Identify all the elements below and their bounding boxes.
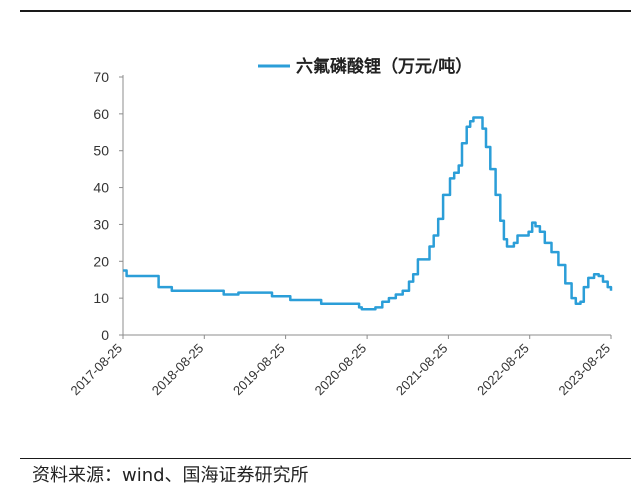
bottom-rule [20,458,631,459]
y-tick-label: 0 [101,327,109,343]
y-tick-label: 40 [93,180,109,196]
y-tick-label: 10 [93,290,109,306]
x-tick-label: 2020-08-25 [312,341,370,399]
legend-label: 六氟磷酸锂（万元/吨） [296,56,472,77]
x-tick-label: 2018-08-25 [149,341,207,399]
series-line [123,116,613,311]
x-tick-label: 2017-08-25 [67,341,125,399]
source-note: 资料来源：wind、国海证券研究所 [32,465,309,486]
x-tick-label: 2021-08-25 [393,341,451,399]
top-rule [20,10,631,12]
y-tick-label: 30 [93,216,109,232]
x-tick-label: 2022-08-25 [474,341,532,399]
y-tick-label: 70 [93,69,109,85]
y-tick-label: 50 [93,143,109,159]
y-tick-label: 60 [93,106,109,122]
y-tick-label: 20 [93,253,109,269]
x-tick-label: 2019-08-25 [230,341,288,399]
x-tick-label: 2023-08-25 [555,341,613,399]
